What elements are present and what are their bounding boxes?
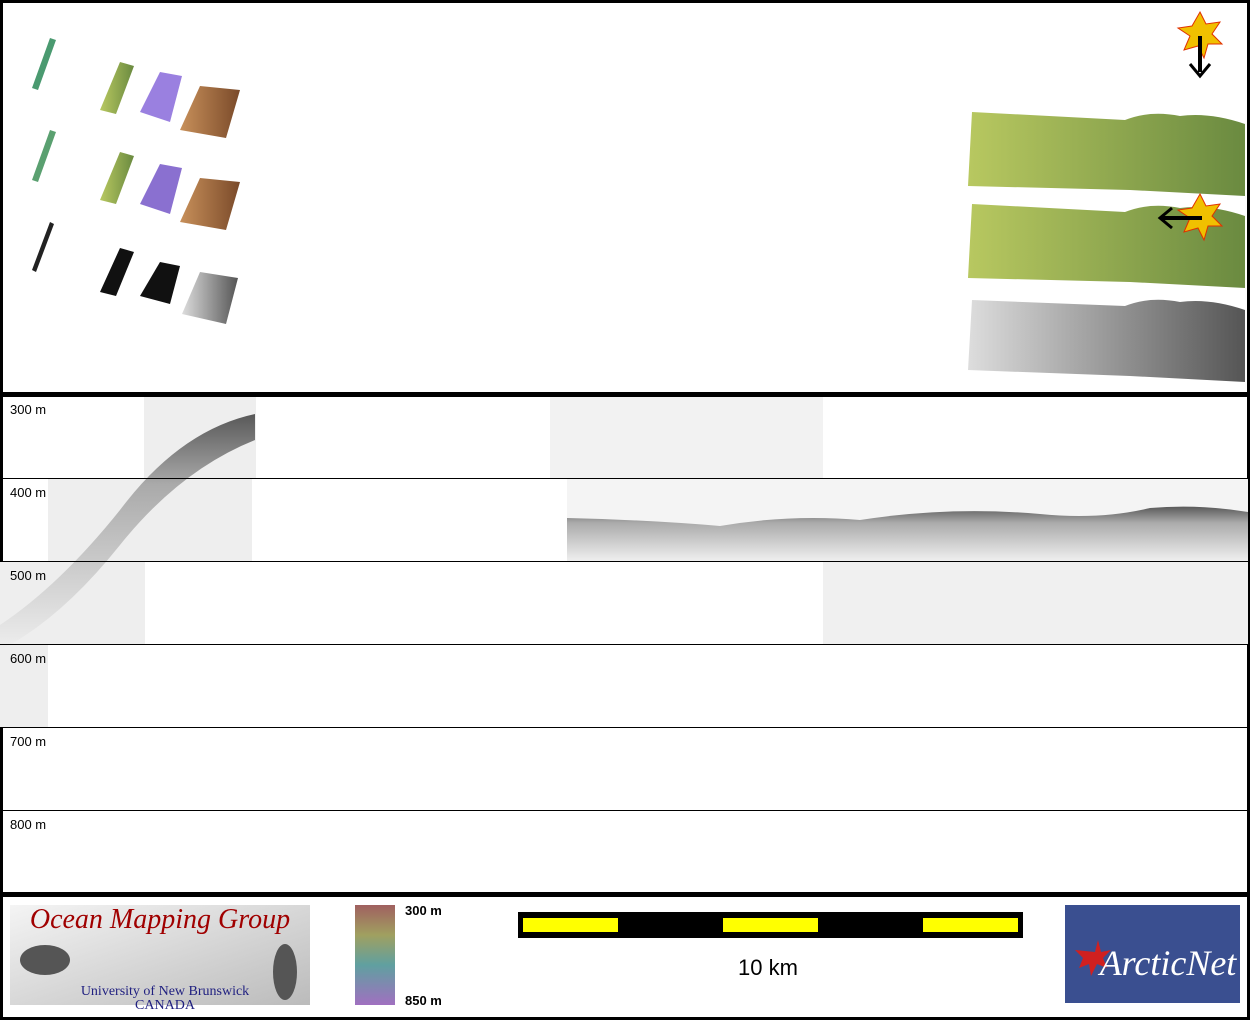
depth-label: 400 m: [10, 485, 46, 500]
omg-logo: Ocean Mapping Group University of New Br…: [10, 904, 310, 1013]
colorbar-bottom: 850 m: [405, 993, 442, 1008]
divider: [0, 892, 1250, 897]
depth-label: 800 m: [10, 817, 46, 832]
arcticnet-logo: ArcticNet: [1065, 905, 1240, 1003]
divider: [0, 392, 1250, 397]
depth-label: 500 m: [10, 568, 46, 583]
scale-label: 10 km: [738, 955, 798, 980]
depth-label: 600 m: [10, 651, 46, 666]
colorbar-top: 300 m: [405, 903, 442, 918]
depth-label: 700 m: [10, 734, 46, 749]
echogram: 300 m 400 m 500 m 600 m 700 m 800 m: [0, 397, 1250, 832]
logo-title: Ocean Mapping Group: [30, 904, 290, 935]
colorbar: 300 m 850 m: [355, 903, 442, 1008]
scale-bar: 10 km: [518, 912, 1023, 980]
logo-university: University of New Brunswick: [81, 984, 249, 999]
depth-label: 300 m: [10, 402, 46, 417]
logo-country: CANADA: [135, 998, 196, 1013]
partner-text: ArcticNet: [1098, 943, 1238, 983]
swath-view: [32, 10, 1245, 382]
